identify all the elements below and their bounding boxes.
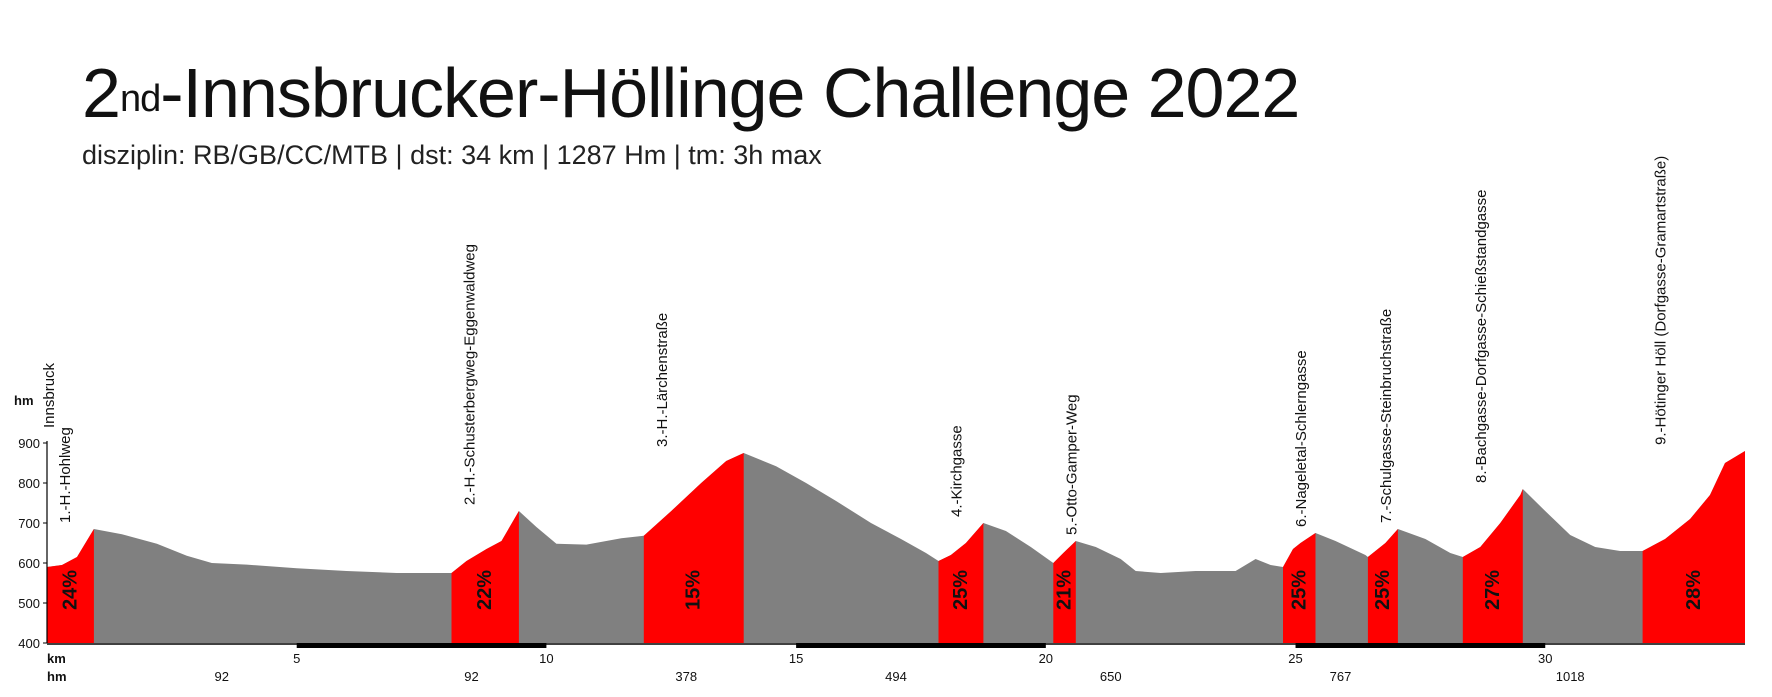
cumulative-hm-label-4: 494	[885, 669, 907, 684]
title-superscript: nd	[119, 78, 161, 120]
climb-percent-3: 15%	[683, 570, 705, 610]
climb-percent-9: 28%	[1683, 570, 1705, 610]
title-prefix: 2	[82, 54, 121, 132]
chart-subtitle: disziplin: RB/GB/CC/MTB | dst: 34 km | 1…	[82, 140, 822, 170]
climb-segment-5	[1053, 541, 1076, 643]
climb-segment-1	[47, 529, 94, 643]
x-tick-label-10: 10	[539, 651, 553, 666]
cumulative-hm-label-7: 1018	[1556, 669, 1585, 684]
x-axis-band-1	[296, 643, 547, 648]
climb-segment-6	[1283, 533, 1316, 643]
x-tick-label-5: 5	[293, 651, 300, 666]
climb-name-1: 1.-H.-Hohlweg	[57, 427, 74, 523]
chart-title: 2nd-Innsbrucker-Höllinge Challenge 2022	[82, 58, 1300, 128]
climb-name-7: 7.-Schulgasse-Steinbruchstraße	[1378, 309, 1395, 523]
climb-segment-8	[1462, 489, 1523, 643]
hm-row-label: hm	[47, 669, 67, 684]
y-tick-label-800: 800	[18, 476, 40, 491]
cumulative-hm-label-5: 650	[1100, 669, 1122, 684]
start-label: Innsbruck	[41, 362, 58, 428]
x-axis-label: km	[47, 651, 66, 666]
climb-name-6: 6.-Nageletal-Schlerngasse	[1293, 350, 1310, 527]
x-tick-label-20: 20	[1039, 651, 1053, 666]
climb-percent-8: 27%	[1482, 570, 1504, 610]
climb-segment-4	[938, 523, 984, 643]
climb-name-5: 5.-Otto-Gamper-Weg	[1063, 394, 1080, 535]
x-tick-label-15: 15	[789, 651, 803, 666]
climb-name-8: 8.-Bachgasse-Dorfgasse-Schießstandgasse	[1473, 190, 1490, 483]
climb-percent-4: 25%	[950, 570, 972, 610]
x-tick-label-30: 30	[1538, 651, 1552, 666]
x-tick-label-25: 25	[1288, 651, 1302, 666]
y-tick-label-600: 600	[18, 556, 40, 571]
cumulative-hm-label-1: 92	[215, 669, 229, 684]
x-axis-band-2	[796, 643, 1046, 648]
climb-percent-6: 25%	[1288, 570, 1310, 610]
climb-name-9: 9.-Hötinger Höll (Dorfgasse-Gramartstraß…	[1653, 156, 1670, 445]
climb-segment-3	[643, 453, 744, 643]
climb-percent-7: 25%	[1372, 570, 1394, 610]
climb-name-3: 3.-H.-Lärchenstraße	[654, 313, 671, 447]
x-axis-band-3	[1295, 643, 1546, 648]
climb-name-2: 2.-H.-Schusterbergweg-Eggenwaldweg	[462, 244, 479, 505]
climb-segment-7	[1367, 529, 1398, 643]
y-tick-label-900: 900	[18, 436, 40, 451]
climb-percent-1: 24%	[59, 570, 81, 610]
y-tick-label-500: 500	[18, 596, 40, 611]
title-main: -Innsbrucker-Höllinge Challenge 2022	[160, 54, 1300, 132]
climb-segment-2	[451, 511, 519, 643]
climb-percent-2: 22%	[474, 570, 496, 610]
cumulative-hm-label-6: 767	[1330, 669, 1352, 684]
y-tick-label-700: 700	[18, 516, 40, 531]
climb-segment-9	[1642, 451, 1745, 643]
y-axis-label: hm	[14, 393, 34, 408]
climb-name-4: 4.-Kirchgasse	[948, 425, 965, 517]
cumulative-hm-label-3: 378	[675, 669, 697, 684]
cumulative-hm-label-2: 92	[464, 669, 478, 684]
climb-percent-5: 21%	[1054, 570, 1076, 610]
y-tick-label-400: 400	[18, 636, 40, 651]
